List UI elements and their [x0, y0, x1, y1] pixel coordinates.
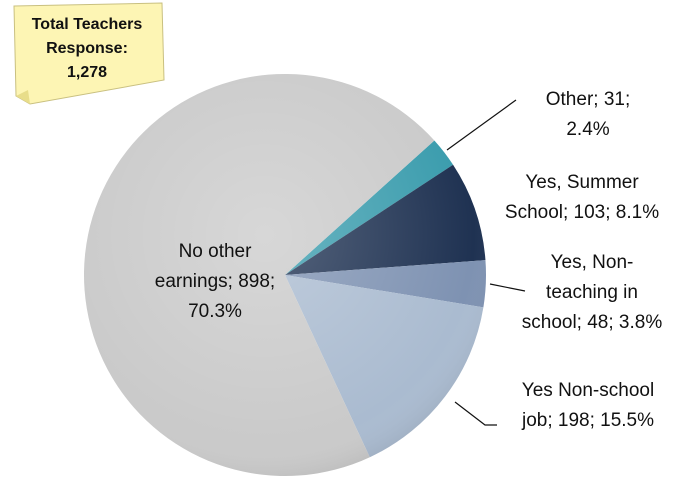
- callout-box: [13, 2, 165, 105]
- data-label: Yes, Summer School; 103; 8.1%: [505, 172, 659, 223]
- data-label: Yes Non-school job; 198; 15.5%: [521, 380, 654, 431]
- data-label: No other earnings; 898; 70.3%: [155, 241, 275, 322]
- leader-line: [489, 283, 526, 292]
- data-label-line: earnings; 898;: [155, 271, 275, 292]
- callout-text: Total Teachers Response: 1,278: [32, 16, 143, 81]
- callout: [13, 2, 165, 105]
- data-label-line: 2.4%: [566, 119, 609, 140]
- data-label-line: Yes, Non-: [551, 252, 634, 273]
- leader-lines: [446, 99, 526, 426]
- data-label-line: teaching in: [546, 282, 638, 303]
- data-label-line: No other: [179, 241, 253, 262]
- data-label-line: Yes, Summer: [525, 172, 639, 193]
- data-label: Other; 31; 2.4%: [546, 89, 631, 140]
- leader-line: [446, 99, 517, 151]
- data-label: Yes, Non-teaching in school; 48; 3.8%: [522, 252, 663, 333]
- data-label-line: School; 103; 8.1%: [505, 202, 659, 223]
- callout-line: Total Teachers: [32, 16, 143, 33]
- data-label-line: job; 198; 15.5%: [521, 410, 654, 431]
- callout-line: 1,278: [67, 64, 107, 81]
- data-label-line: Other; 31;: [546, 89, 631, 110]
- callout-fold: [16, 90, 30, 104]
- data-label-line: Yes Non-school: [522, 380, 654, 401]
- data-label-line: school; 48; 3.8%: [522, 312, 663, 333]
- leader-line: [454, 401, 497, 426]
- data-label-line: 70.3%: [188, 301, 242, 322]
- callout-line: Response:: [46, 40, 128, 57]
